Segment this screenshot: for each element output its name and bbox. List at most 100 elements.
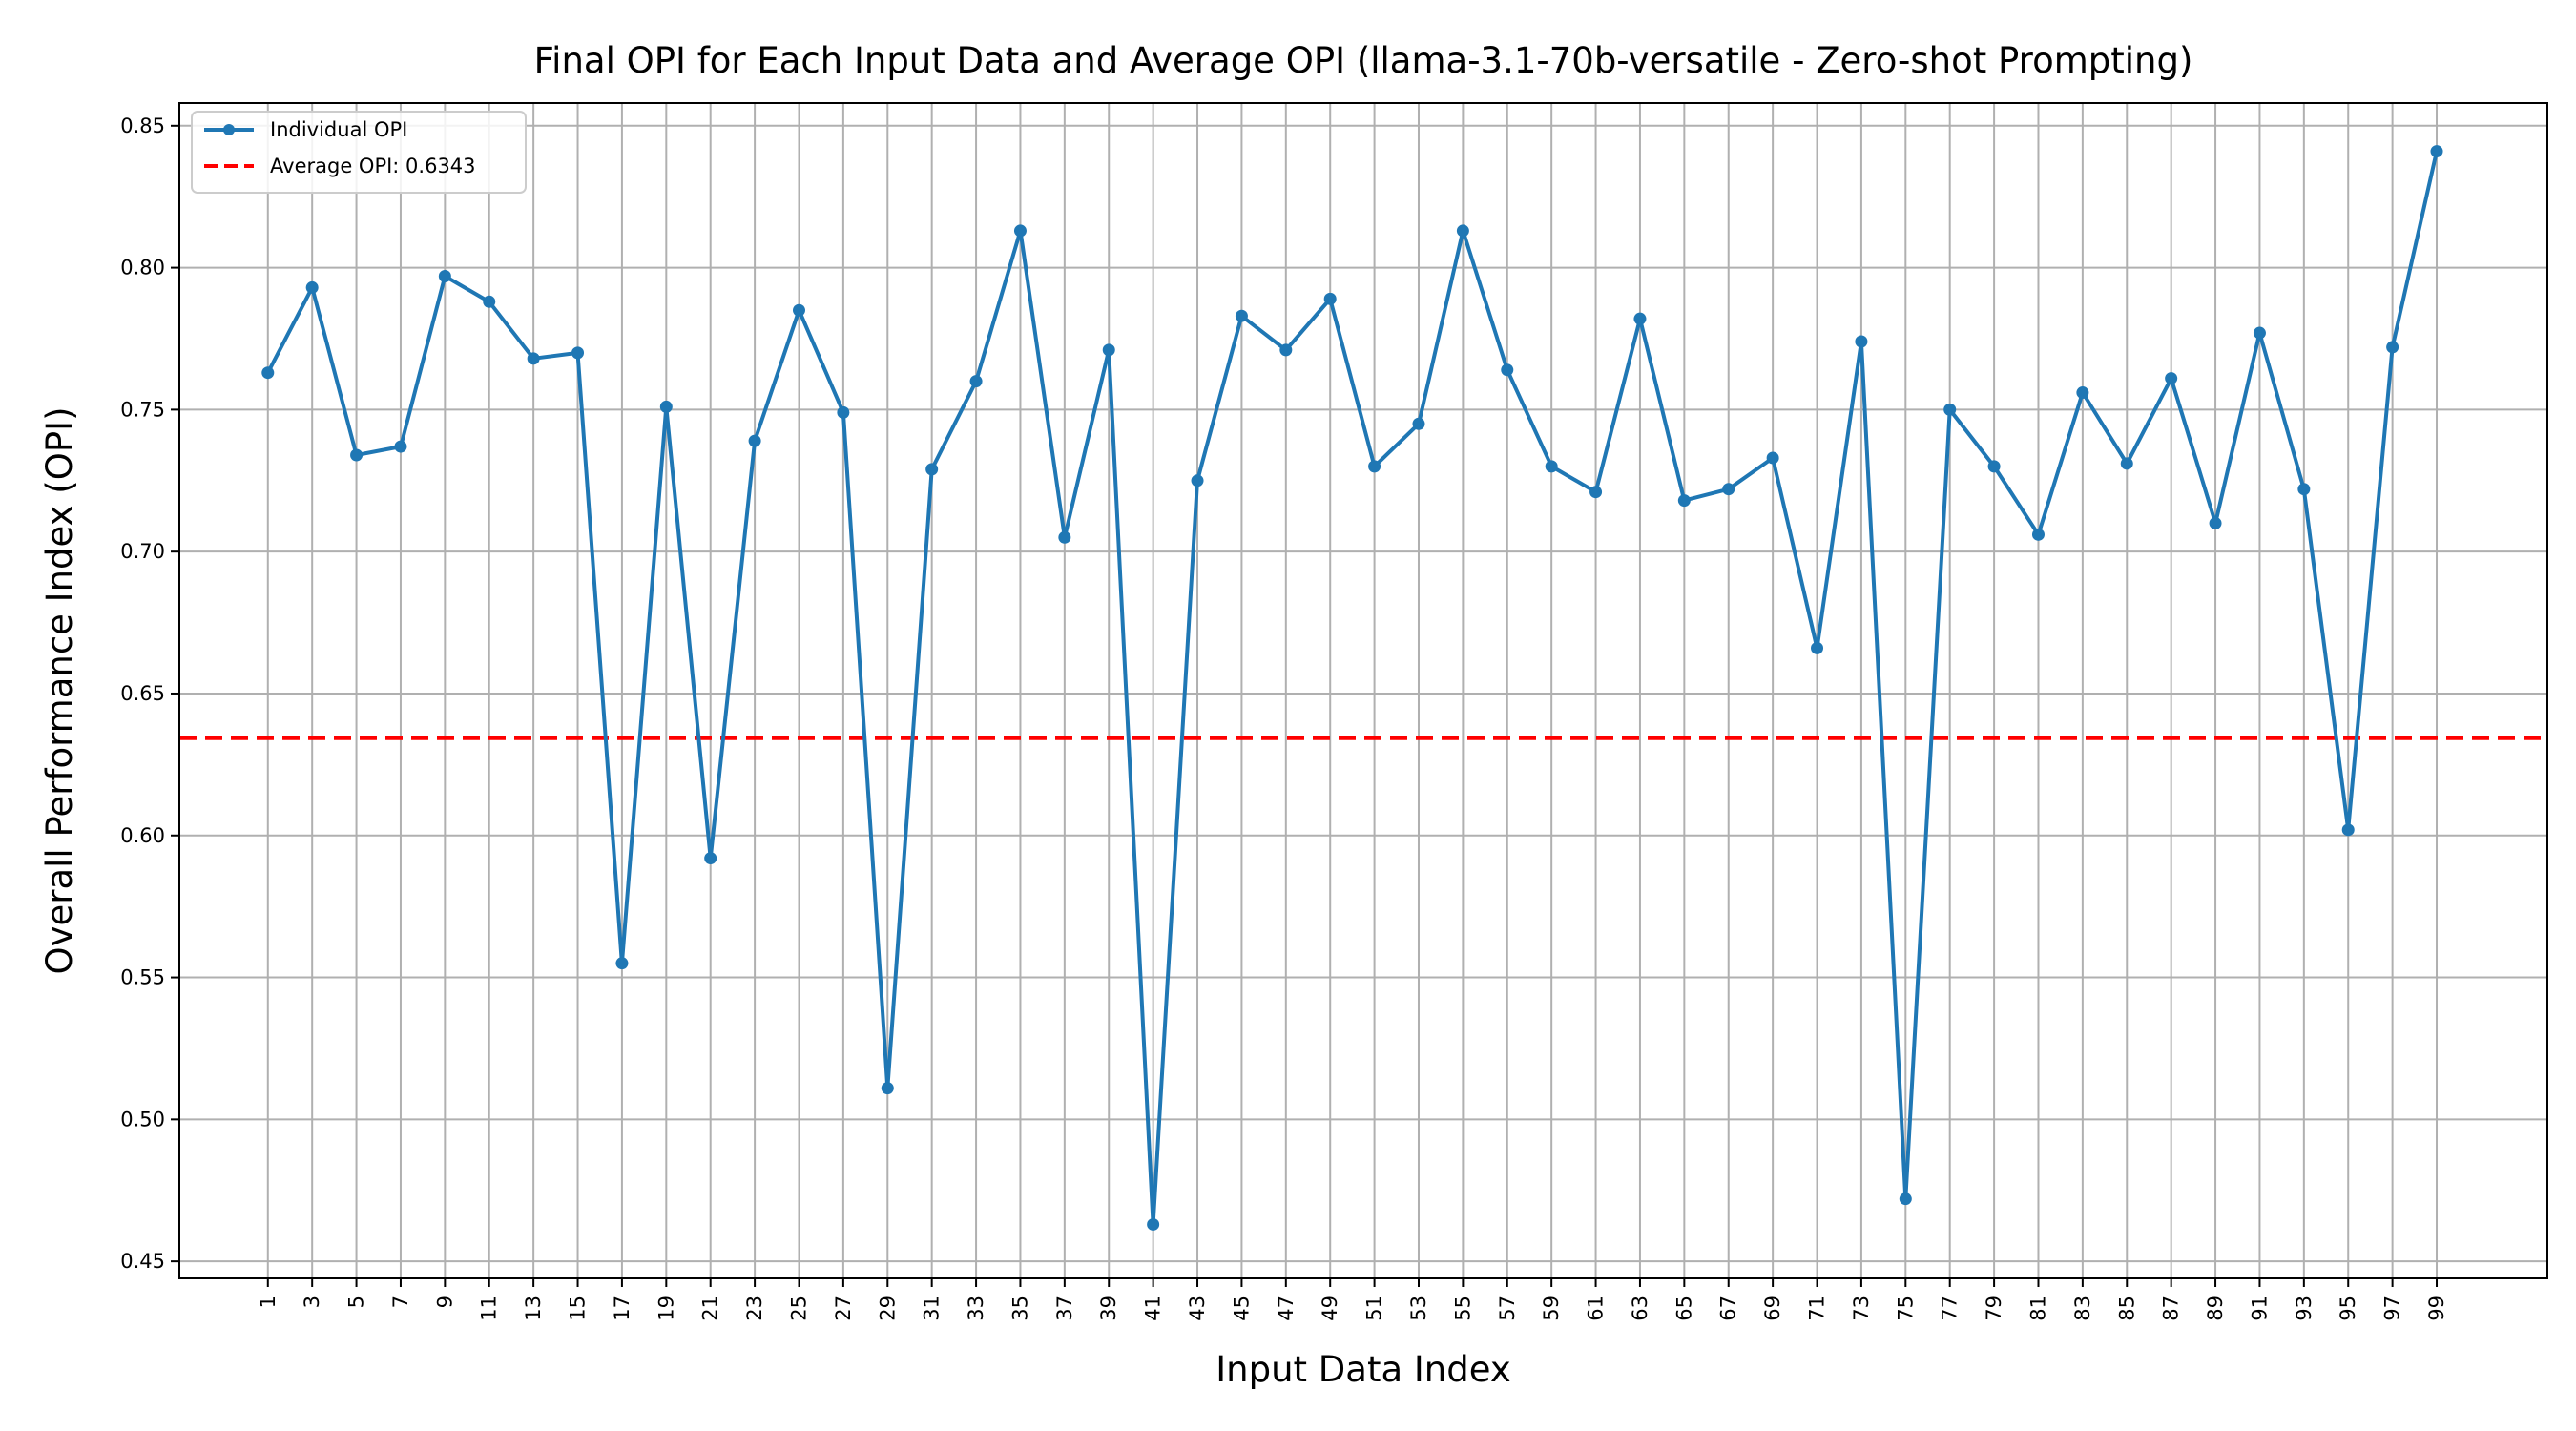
data-point xyxy=(881,1082,894,1095)
x-tick-label: 19 xyxy=(654,1296,677,1321)
x-tick-label: 49 xyxy=(1319,1296,1341,1321)
y-tick-label: 0.55 xyxy=(120,966,165,989)
data-point xyxy=(1589,486,1603,499)
data-point xyxy=(1235,309,1248,322)
x-tick-label: 25 xyxy=(787,1296,810,1321)
x-tick-label: 43 xyxy=(1186,1296,1209,1321)
x-tick-label: 65 xyxy=(1672,1296,1695,1321)
x-tick-label: 87 xyxy=(2160,1296,2183,1321)
data-point xyxy=(483,295,496,308)
data-point xyxy=(1943,403,1957,416)
data-point xyxy=(438,270,451,283)
y-axis-ticks: 0.45 0.50 0.55 0.60 0.65 0.70 0.75 0.80 0.85 xyxy=(120,114,179,1273)
data-point xyxy=(1633,312,1647,325)
x-axis-label: Input Data Index xyxy=(1215,1349,1511,1390)
data-point xyxy=(1323,292,1337,305)
y-tick-label: 0.65 xyxy=(120,682,165,705)
y-tick-label: 0.60 xyxy=(120,824,165,847)
y-tick-label: 0.75 xyxy=(120,398,165,421)
x-tick-label: 35 xyxy=(1008,1296,1031,1321)
data-point xyxy=(615,957,629,970)
x-tick-label: 7 xyxy=(389,1296,412,1308)
series-layer xyxy=(261,145,2443,1231)
x-tick-label: 63 xyxy=(1629,1296,1652,1321)
x-tick-label: 83 xyxy=(2071,1296,2094,1321)
data-point xyxy=(2209,516,2222,529)
y-tick-label: 0.80 xyxy=(120,257,165,280)
x-tick-label: 75 xyxy=(1894,1296,1917,1321)
x-tick-label: 17 xyxy=(611,1296,634,1321)
x-tick-label: 45 xyxy=(1230,1296,1253,1321)
grid-lines xyxy=(179,103,2547,1278)
data-point xyxy=(1855,335,1868,348)
data-point xyxy=(2430,145,2443,158)
x-tick-label: 91 xyxy=(2248,1296,2271,1321)
x-tick-label: 59 xyxy=(1540,1296,1563,1321)
y-tick-label: 0.50 xyxy=(120,1108,165,1130)
x-tick-label: 95 xyxy=(2337,1296,2359,1321)
x-tick-label: 81 xyxy=(2026,1296,2049,1321)
legend: Individual OPI Average OPI: 0.6343 xyxy=(191,111,527,194)
data-point xyxy=(527,352,540,365)
plot-frame xyxy=(178,102,2548,1279)
x-tick-label: 93 xyxy=(2293,1296,2316,1321)
x-tick-label: 37 xyxy=(1053,1296,1076,1321)
y-axis-label: Overall Performance Index (OPI) xyxy=(39,406,80,974)
data-point xyxy=(1368,460,1381,473)
data-point xyxy=(792,303,805,317)
x-tick-label: 23 xyxy=(743,1296,766,1321)
x-tick-label: 1 xyxy=(257,1296,280,1308)
x-tick-label: 11 xyxy=(478,1296,501,1321)
data-point xyxy=(1456,224,1469,238)
x-tick-label: 27 xyxy=(832,1296,855,1321)
data-point xyxy=(2076,386,2089,400)
data-point xyxy=(1545,460,1558,473)
data-point xyxy=(1279,343,1293,357)
series-line-individual-opi xyxy=(266,151,2439,1227)
data-point xyxy=(1412,417,1425,430)
y-tick-label: 0.70 xyxy=(120,540,165,563)
data-point xyxy=(1899,1192,1912,1206)
data-point xyxy=(1766,451,1779,465)
data-point xyxy=(1102,343,1115,357)
data-point xyxy=(2031,528,2045,541)
data-point xyxy=(1058,530,1071,544)
data-point xyxy=(2253,326,2266,340)
x-tick-label: 97 xyxy=(2381,1296,2404,1321)
x-tick-label: 3 xyxy=(301,1296,323,1308)
x-tick-label: 71 xyxy=(1806,1296,1829,1321)
x-tick-label: 51 xyxy=(1363,1296,1386,1321)
x-tick-label: 5 xyxy=(345,1296,368,1308)
x-tick-label: 21 xyxy=(699,1296,722,1321)
x-tick-label: 47 xyxy=(1275,1296,1298,1321)
x-tick-label: 77 xyxy=(1939,1296,1962,1321)
data-point xyxy=(837,405,850,419)
legend-series-label: Individual OPI xyxy=(270,118,407,141)
data-point xyxy=(2165,372,2178,385)
x-tick-label: 89 xyxy=(2204,1296,2227,1321)
data-point xyxy=(2341,823,2355,837)
x-tick-label: 99 xyxy=(2425,1296,2448,1321)
x-tick-label: 79 xyxy=(1983,1296,2005,1321)
data-point xyxy=(1501,363,1514,377)
data-point xyxy=(1677,494,1691,508)
x-axis-ticks: 1 3 5 7 9 11 13 15 17 19 21 23 25 27 29 31 33 35 37 39 41 43 4… xyxy=(257,1278,2448,1321)
x-tick-label: 73 xyxy=(1850,1296,1873,1321)
x-tick-label: 15 xyxy=(567,1296,590,1321)
x-tick-label: 55 xyxy=(1451,1296,1474,1321)
legend-average-label: Average OPI: 0.6343 xyxy=(270,155,476,177)
x-tick-label: 61 xyxy=(1585,1296,1608,1321)
x-tick-label: 57 xyxy=(1496,1296,1519,1321)
x-tick-label: 41 xyxy=(1142,1296,1165,1321)
legend-box xyxy=(191,111,527,194)
data-point xyxy=(925,463,939,476)
data-point xyxy=(969,375,983,388)
x-tick-label: 67 xyxy=(1717,1296,1740,1321)
data-point xyxy=(2386,341,2399,354)
x-tick-label: 39 xyxy=(1097,1296,1120,1321)
y-tick-label: 0.45 xyxy=(120,1250,165,1273)
data-point xyxy=(704,852,717,865)
